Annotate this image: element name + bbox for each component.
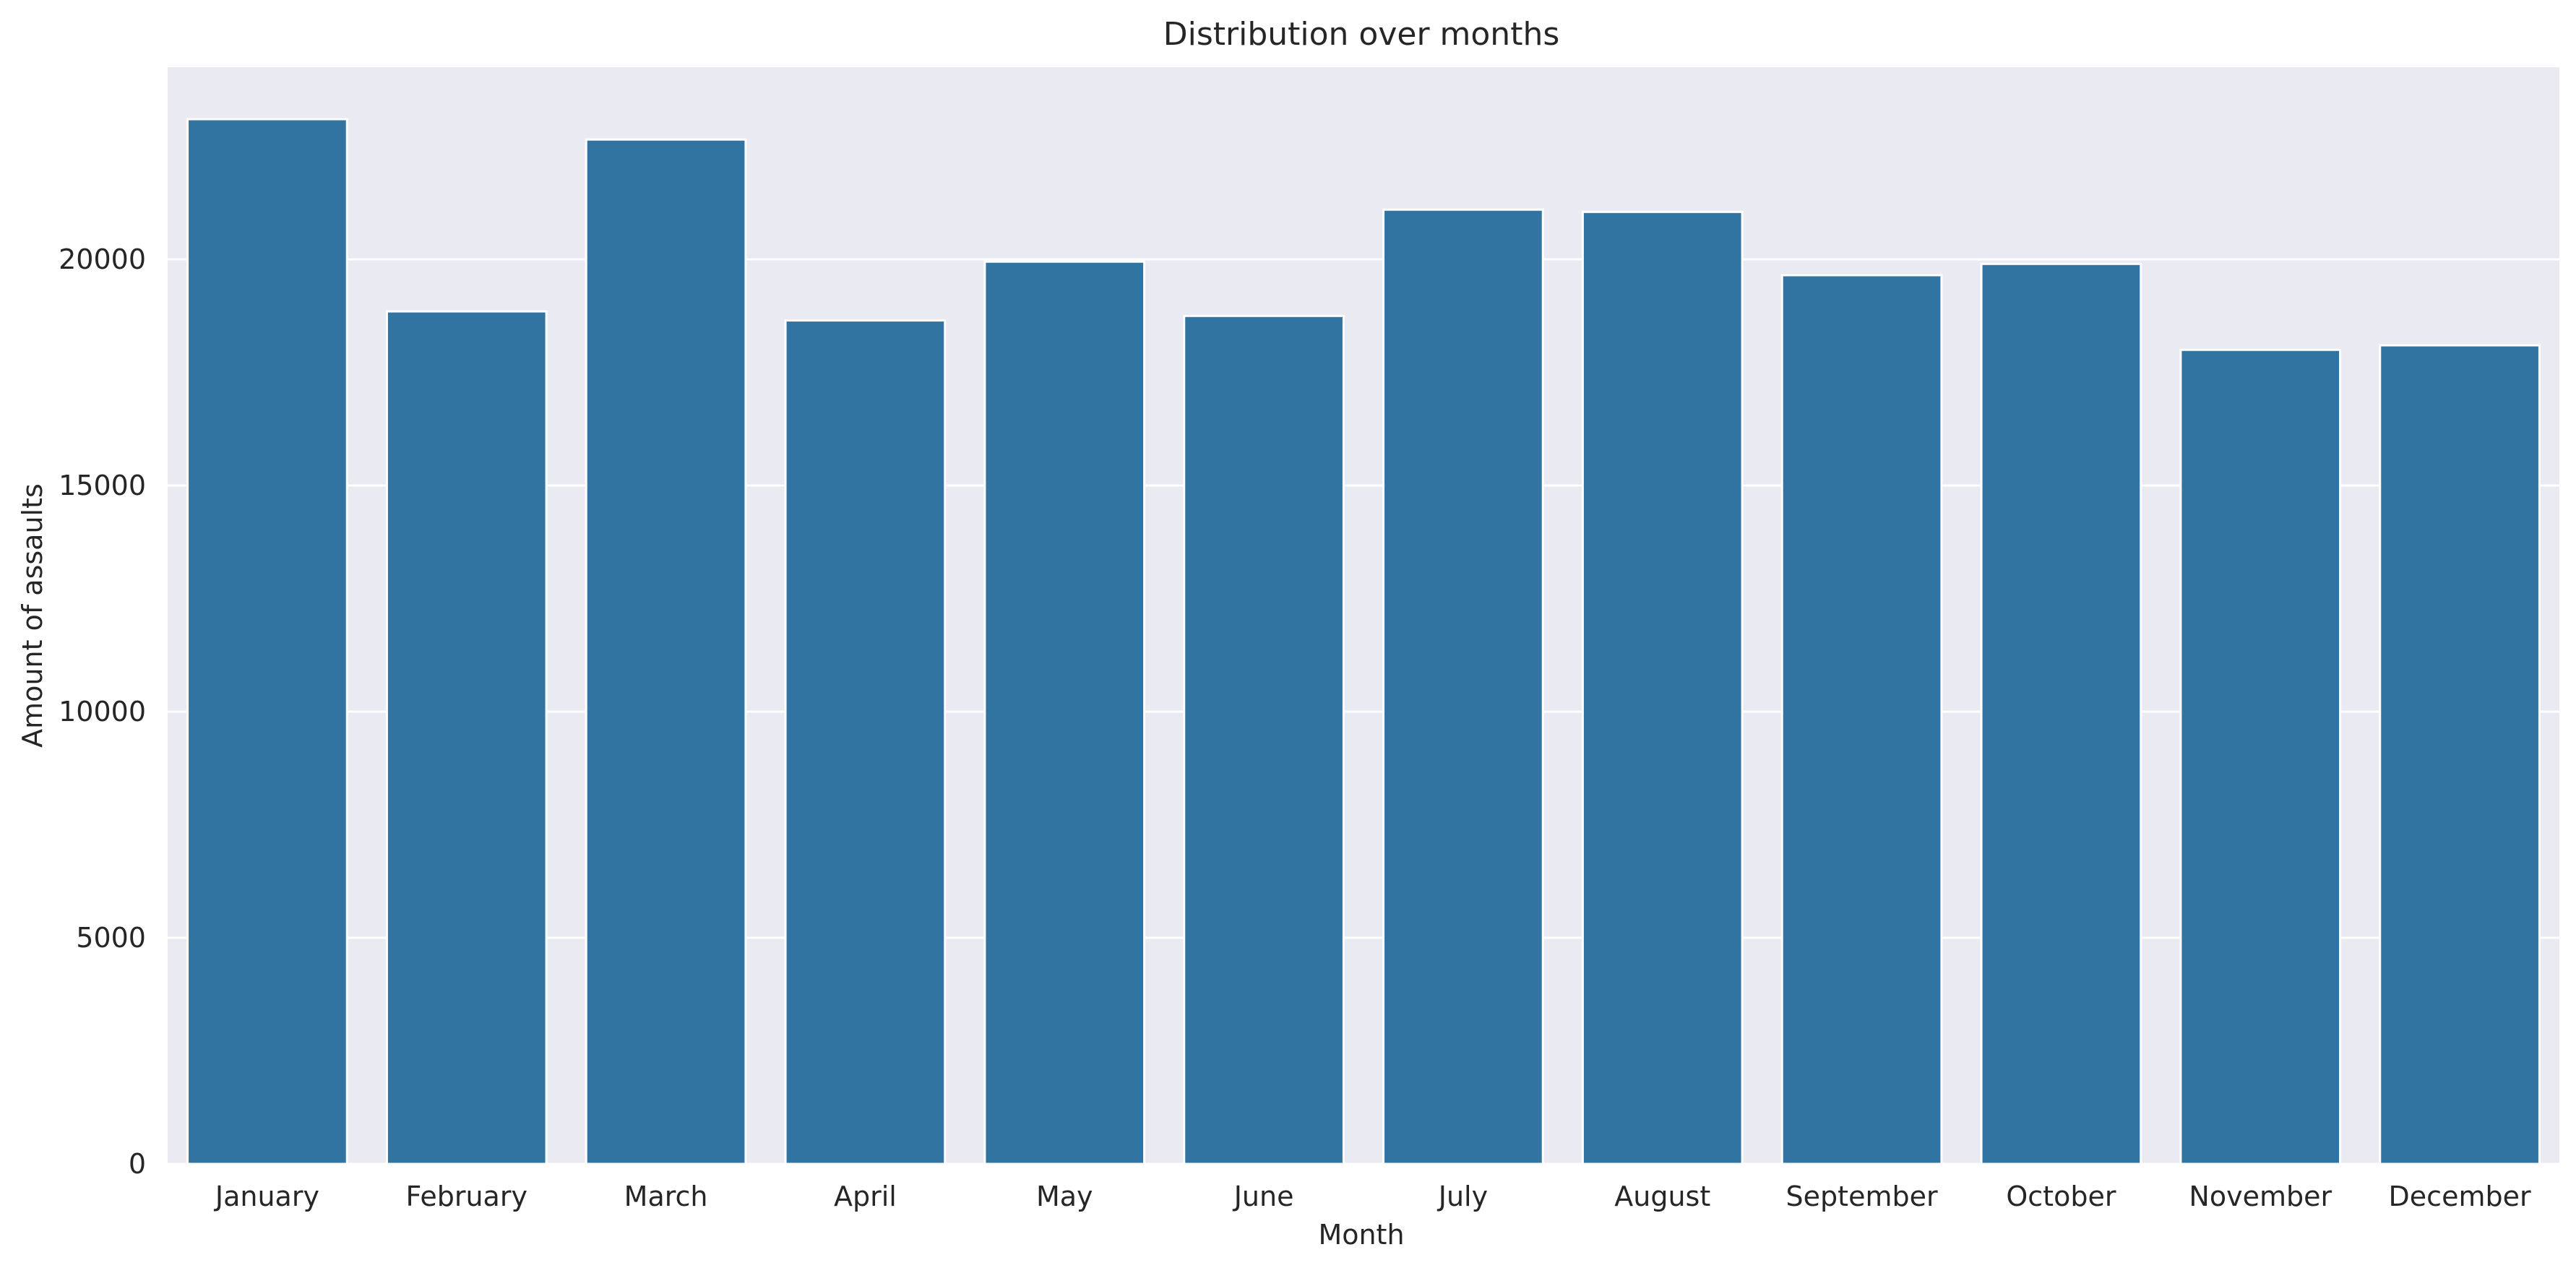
x-axis-label: Month — [1318, 1219, 1404, 1251]
x-tick-label: December — [2389, 1181, 2531, 1212]
y-tick-label: 10000 — [59, 696, 146, 728]
x-tick-label: September — [1786, 1181, 1938, 1212]
bar-september — [1780, 274, 1943, 1165]
x-tick-label: January — [214, 1181, 319, 1212]
y-axis-ticks: 0 5000 10000 15000 20000 — [59, 243, 146, 1180]
bar-may — [983, 260, 1146, 1165]
x-tick-label: May — [1036, 1181, 1093, 1212]
bar-june — [1183, 314, 1345, 1165]
bars — [186, 118, 2541, 1165]
bar-march — [585, 138, 747, 1165]
chart-title: Distribution over months — [1163, 16, 1560, 53]
x-tick-label: November — [2189, 1181, 2332, 1212]
bar-january — [186, 118, 348, 1165]
x-tick-label: October — [2006, 1181, 2116, 1212]
x-tick-label: March — [624, 1181, 708, 1212]
x-tick-label: April — [834, 1181, 897, 1212]
bar-august — [1581, 210, 1744, 1165]
x-tick-label: February — [406, 1181, 527, 1212]
bar-december — [2379, 344, 2541, 1165]
plot-area — [168, 67, 2559, 1164]
bar-october — [1980, 262, 2142, 1165]
grid-lines — [168, 258, 2559, 1165]
y-axis-label: Amount of assaults — [17, 483, 48, 748]
y-tick-label: 15000 — [59, 470, 146, 501]
x-tick-label: June — [1233, 1181, 1294, 1212]
y-tick-label: 20000 — [59, 243, 146, 275]
x-tick-label: July — [1437, 1181, 1488, 1212]
bar-november — [2179, 348, 2342, 1165]
x-tick-label: August — [1614, 1181, 1710, 1212]
bar-february — [385, 310, 548, 1165]
bar-july — [1382, 208, 1544, 1165]
x-axis-ticks: January February March April May June July Augu… — [214, 1181, 2531, 1212]
bar-april — [784, 319, 947, 1165]
y-tick-label: 5000 — [76, 922, 146, 954]
y-tick-label: 0 — [129, 1148, 146, 1180]
